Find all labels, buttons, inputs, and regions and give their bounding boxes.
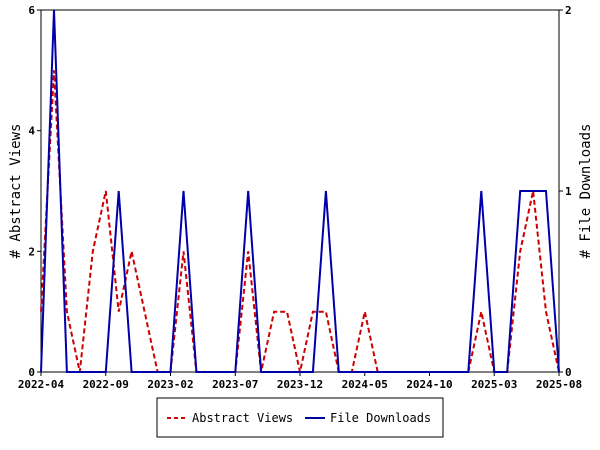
y-axis-right: 0 1 2	[559, 4, 572, 379]
y-axis-right-title: # File Downloads	[578, 124, 594, 259]
y-left-tick-label: 0	[28, 366, 35, 379]
legend: Abstract Views File Downloads	[156, 397, 444, 438]
y-axis-left: 0 2 4 6	[28, 4, 41, 379]
x-tick-label: 2022-04	[18, 378, 65, 391]
x-tick-label: 2025-08	[536, 378, 582, 391]
x-tick-label: 2024-05	[342, 378, 388, 391]
x-tick-label: 2023-02	[147, 378, 193, 391]
x-tick-label: 2024-10	[406, 378, 452, 391]
x-tick-label: 2025-03	[471, 378, 517, 391]
y-axis-left-title: # Abstract Views	[8, 124, 24, 259]
legend-label-abstract-views: Abstract Views	[192, 411, 293, 425]
y-right-tick-label: 0	[565, 366, 572, 379]
y-left-tick-label: 2	[28, 245, 35, 258]
series-layer	[40, 9, 560, 373]
y-left-tick-label: 4	[28, 125, 35, 138]
x-tick-label: 2022-09	[83, 378, 129, 391]
y-right-tick-label: 1	[565, 185, 572, 198]
legend-label-file-downloads: File Downloads	[330, 411, 431, 425]
legend-box	[156, 397, 444, 438]
x-tick-label: 2023-07	[212, 378, 258, 391]
series-line-file-downloads	[40, 9, 560, 373]
y-right-tick-label: 2	[565, 4, 572, 17]
x-axis: 2022-04 2022-09 2023-02 2023-07 2023-12 2024-…	[18, 372, 582, 391]
x-tick-label: 2023-12	[277, 378, 323, 391]
y-left-tick-label: 6	[28, 4, 35, 17]
